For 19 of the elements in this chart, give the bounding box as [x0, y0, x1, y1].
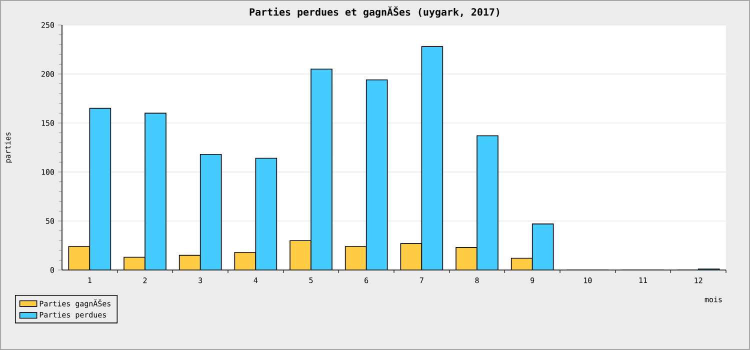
bar: [179, 255, 200, 270]
bar: [366, 80, 388, 270]
bar: [145, 113, 166, 270]
bar: [234, 252, 256, 270]
bar: [200, 154, 222, 270]
bar: [68, 246, 90, 270]
chart-title: Parties perdues et gagnĂŠes (uygark, 2017): [250, 6, 500, 18]
bar: [345, 246, 366, 270]
bar: [532, 224, 554, 270]
bar: [456, 247, 478, 270]
bar: [90, 108, 111, 270]
bar: [511, 258, 532, 270]
bar: [256, 158, 277, 270]
bar: [124, 257, 146, 270]
bar: [290, 240, 312, 270]
bar: [477, 136, 498, 270]
bar: [400, 244, 422, 270]
bar: [311, 69, 332, 270]
bar: [422, 46, 443, 270]
